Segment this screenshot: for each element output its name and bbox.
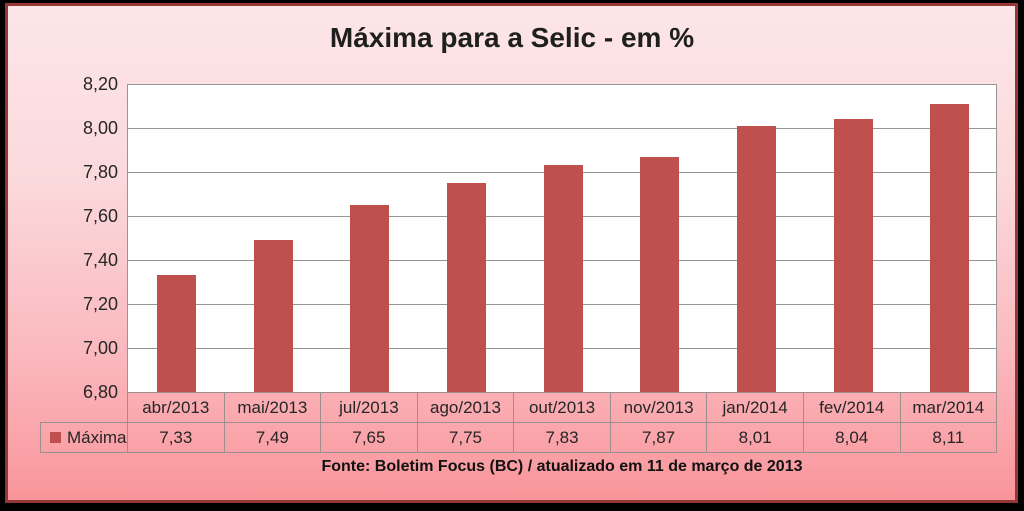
legend-label: Máxima bbox=[67, 427, 127, 447]
legend-cell: Máxima bbox=[40, 422, 127, 453]
x-axis-label: fev/2014 bbox=[803, 392, 901, 422]
x-axis-label: abr/2013 bbox=[127, 392, 225, 422]
y-tick-label: 7,80 bbox=[82, 162, 118, 182]
bar-mar/2014 bbox=[930, 104, 970, 392]
table-value: 7,49 bbox=[224, 422, 322, 453]
data-value-row: 7,33 7,49 7,65 7,75 7,83 7,87 8,01 8,04 8,11 bbox=[127, 422, 998, 453]
y-tick-label: 7,60 bbox=[82, 206, 118, 226]
plot-area bbox=[127, 84, 997, 392]
y-axis: 8,20 8,00 7,80 7,60 7,40 7,20 7,00 6,80 bbox=[0, 0, 118, 511]
x-axis-label: nov/2013 bbox=[610, 392, 708, 422]
table-value: 7,75 bbox=[417, 422, 515, 453]
bar-fev/2014 bbox=[833, 119, 873, 392]
x-axis-label: mai/2013 bbox=[224, 392, 322, 422]
bar-mai/2013 bbox=[253, 240, 293, 392]
table-value: 7,33 bbox=[127, 422, 225, 453]
table-value: 7,83 bbox=[514, 422, 611, 453]
x-axis-label: jan/2014 bbox=[707, 392, 804, 422]
bar-nov/2013 bbox=[640, 157, 680, 392]
gridline bbox=[128, 128, 996, 129]
source-note: Fonte: Boletim Focus (BC) / atualizado e… bbox=[321, 458, 803, 475]
x-axis-label: jul/2013 bbox=[321, 392, 418, 422]
table-value: 7,65 bbox=[321, 422, 418, 453]
bar-out/2013 bbox=[543, 165, 583, 392]
x-axis-label: mar/2014 bbox=[900, 392, 998, 422]
table-value: 7,87 bbox=[610, 422, 708, 453]
table-value: 8,01 bbox=[707, 422, 804, 453]
x-axis-table-row: abr/2013 mai/2013 jul/2013 ago/2013 out/2013… bbox=[127, 392, 998, 422]
bar-jan/2014 bbox=[736, 126, 776, 392]
chart-title: Máxima para a Selic - em % bbox=[329, 22, 695, 53]
x-axis-label: ago/2013 bbox=[417, 392, 515, 422]
bar-abr/2013 bbox=[156, 275, 196, 392]
y-tick-label: 7,00 bbox=[82, 338, 118, 358]
bar-ago/2013 bbox=[446, 183, 486, 392]
bar-jul/2013 bbox=[350, 205, 390, 392]
table-value: 8,11 bbox=[900, 422, 998, 453]
y-tick-label: 7,20 bbox=[82, 294, 118, 314]
y-tick-label: 8,20 bbox=[82, 74, 118, 94]
y-tick-label: 6,80 bbox=[82, 382, 118, 402]
x-axis-label: out/2013 bbox=[514, 392, 611, 422]
y-tick-label: 7,40 bbox=[82, 250, 118, 270]
legend-swatch-icon bbox=[50, 432, 61, 443]
y-tick-label: 8,00 bbox=[82, 118, 118, 138]
table-value: 8,04 bbox=[803, 422, 901, 453]
